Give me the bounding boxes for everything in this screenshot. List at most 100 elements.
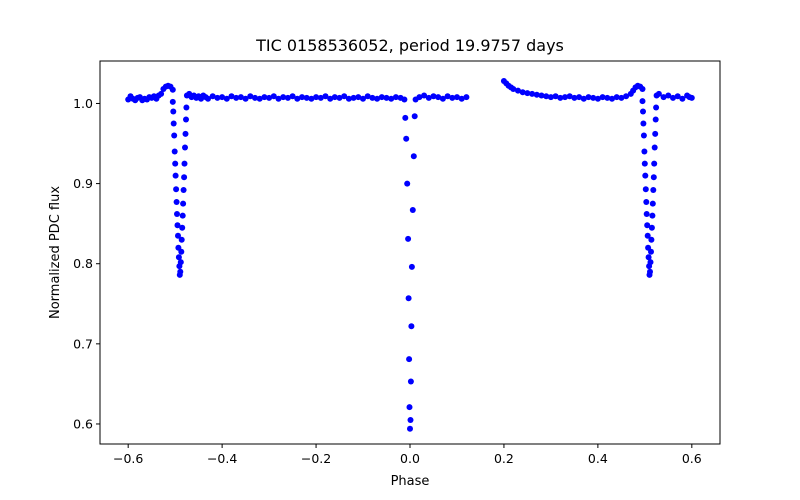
data-point [223,95,230,102]
data-point [172,172,179,179]
x-tick-label: −0.2 [301,451,331,466]
y-tick-label: 0.9 [73,176,93,191]
data-point [327,95,334,102]
data-point [214,94,221,101]
data-point [566,93,573,100]
data-point [458,95,465,102]
x-tick-label: −0.4 [207,451,237,466]
data-point [649,200,656,207]
data-point [652,116,659,123]
data-point [173,186,180,193]
data-point [538,92,545,99]
x-tick-label: 0.0 [400,451,420,466]
data-point [369,94,376,101]
data-point [179,224,186,231]
plot-frame [99,60,721,445]
data-point [655,90,662,97]
data-point [642,172,649,179]
data-point [178,236,185,243]
data-point [645,254,652,261]
data-point [670,94,676,101]
data-point [341,93,348,100]
data-point [169,86,176,93]
data-point [407,425,413,432]
data-point [648,236,655,243]
data-point [641,148,648,155]
data-point [688,94,695,101]
data-point [252,94,258,101]
data-point [308,95,315,102]
data-point [590,94,597,101]
data-point [409,207,416,213]
data-point [623,93,630,100]
data-point [169,98,176,105]
y-tick-label: 1.0 [73,96,93,111]
data-point [242,95,249,102]
data-point [410,153,417,160]
data-point [237,94,244,101]
data-point [411,113,418,120]
data-point [331,94,338,101]
data-point [639,86,646,92]
data-point [609,95,615,102]
data-point [170,120,177,127]
data-point [392,94,399,101]
data-point [640,108,646,115]
data-point [179,212,186,219]
data-point [444,93,451,100]
data-point [642,186,649,193]
data-point [515,87,521,94]
data-point [644,232,651,239]
data-point [247,93,254,100]
data-point [604,94,611,101]
data-point [173,199,180,205]
data-point [618,94,625,101]
data-point [364,93,371,100]
data-point [388,95,395,102]
data-point [639,98,646,105]
x-tick-label: 0.2 [494,451,514,466]
data-point [435,94,442,101]
data-point [171,132,178,139]
data-point [430,93,437,100]
data-point [648,224,655,231]
axis-ticks: −0.6 −0.4 −0.2 0.0 0.2 0.4 0.6 0.6 0.7 0.8 0.9 1.0 [73,96,702,466]
data-point [322,93,329,100]
data-point [599,94,606,101]
data-point [299,94,305,101]
data-point [284,94,291,101]
data-point [640,120,647,127]
data-point [233,94,240,101]
data-point [182,130,189,137]
data-point [416,94,423,101]
data-point [181,160,188,167]
data-point [171,148,178,155]
data-point [270,93,277,100]
data-point [174,211,180,217]
data-point [425,94,432,101]
data-point [403,135,410,142]
data-point [576,94,583,101]
data-point [336,94,343,101]
data-point [679,95,686,102]
data-point [378,94,385,101]
data-point [647,268,653,275]
data-point [175,254,182,261]
data-point [303,94,310,101]
data-point [374,95,381,102]
data-point [407,417,414,423]
y-axis-label: Normalized PDC flux [48,186,63,319]
data-point [408,323,415,330]
y-tick-label: 0.8 [73,256,93,271]
data-point [647,259,654,266]
data-point [643,211,650,217]
data-point [585,94,592,101]
data-point [404,180,411,187]
data-point [649,212,656,219]
data-point [182,144,188,151]
data-point [408,263,415,270]
data-point [294,95,301,102]
data-point [209,93,216,100]
